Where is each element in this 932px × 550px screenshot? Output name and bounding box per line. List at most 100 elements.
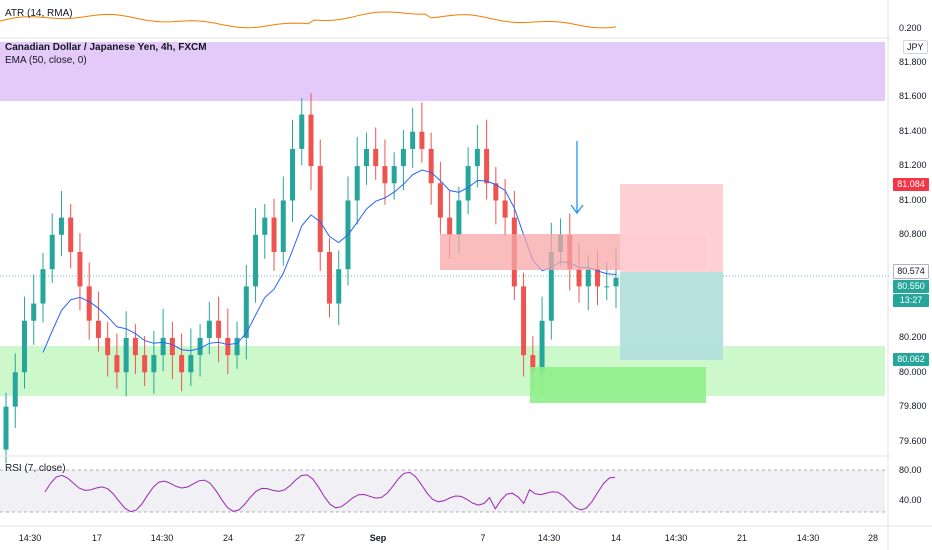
price-tick: 81.400 — [899, 126, 927, 136]
candle-body — [3, 406, 9, 450]
resistance-zone[interactable] — [0, 42, 885, 101]
candle-body — [31, 303, 37, 321]
candle-body — [68, 217, 74, 252]
short-position-stop-area[interactable] — [620, 184, 723, 272]
candle-body — [197, 337, 203, 356]
time-tick: 14:30 — [537, 533, 561, 543]
candle-body — [474, 148, 480, 167]
candle-body — [77, 252, 83, 287]
price-tick: 81.800 — [899, 57, 927, 67]
stop-price-tag: 81.084 — [893, 178, 929, 191]
candle-body — [326, 252, 332, 304]
candle-body — [354, 166, 360, 201]
candle-body — [585, 269, 591, 287]
time-tick: 24 — [222, 533, 234, 543]
candles — [3, 93, 619, 464]
candle-body — [105, 337, 111, 356]
current-price-tag: 80.574 — [893, 264, 929, 279]
candle-body — [521, 286, 527, 356]
candle-body — [419, 131, 425, 149]
price-tick: 80.800 — [899, 229, 927, 239]
price-tick: 80.000 — [899, 367, 927, 377]
candle-body — [465, 166, 471, 201]
short-position-target-area[interactable] — [620, 272, 723, 360]
price-tick: 81.600 — [899, 91, 927, 101]
candle-body — [206, 320, 212, 338]
candle-body — [216, 320, 222, 338]
candle-body — [95, 320, 101, 338]
time-tick: 14:30 — [150, 533, 174, 543]
candle-body — [49, 234, 55, 270]
candle-body — [447, 217, 453, 235]
candle-body — [363, 148, 369, 167]
rsi-tick: 80.00 — [899, 465, 922, 475]
time-tick: 17 — [91, 533, 103, 543]
atr-legend[interactable]: ATR (14, RMA) — [5, 8, 73, 19]
candle-body — [604, 286, 610, 288]
candle-body — [280, 200, 286, 252]
target-price-tag: 80.062 — [893, 353, 929, 366]
candle-body — [234, 337, 240, 356]
price-tick: 79.800 — [899, 401, 927, 411]
time-tick: 7 — [480, 533, 486, 543]
currency-badge[interactable]: JPY — [903, 40, 928, 54]
candle-body — [290, 148, 296, 201]
candle-body — [336, 269, 342, 304]
time-tick: Sep — [369, 533, 387, 543]
rsi-band — [0, 470, 885, 512]
candle-body — [123, 337, 129, 373]
candle-body — [595, 269, 601, 287]
candle-body — [308, 114, 314, 167]
price-tick: 79.600 — [899, 436, 927, 446]
time-tick: 28 — [867, 533, 879, 543]
candle-body — [40, 269, 46, 304]
symbol-title[interactable]: Canadian Dollar / Japanese Yen, 4h, FXCM — [5, 42, 207, 53]
candle-body — [613, 277, 619, 287]
candle-body — [225, 337, 231, 356]
candle-body — [114, 355, 120, 373]
candle-body — [253, 234, 259, 287]
time-tick: 21 — [736, 533, 748, 543]
candle-body — [243, 286, 249, 338]
atr-line — [0, 11, 617, 29]
candle-body — [410, 131, 416, 149]
rsi-tick: 40.00 — [899, 495, 922, 505]
candle-body — [21, 320, 27, 373]
bar-countdown-tag: 13:27 — [893, 294, 929, 307]
time-tick: 14:30 — [796, 533, 820, 543]
atr-axis-value: 0.200 — [899, 23, 922, 33]
candle-body — [539, 320, 545, 373]
ema-line — [42, 169, 617, 353]
rsi-line — [44, 471, 616, 513]
time-tick: 14 — [610, 533, 622, 543]
candle-body — [317, 166, 323, 252]
candle-body — [160, 337, 166, 356]
ema-legend[interactable]: EMA (50, close, 0) — [5, 55, 87, 66]
candle-body — [373, 148, 379, 167]
candle-body — [142, 355, 148, 373]
candle-body — [262, 217, 268, 235]
price-tick: 81.000 — [899, 195, 927, 205]
candle-body — [271, 217, 277, 252]
down-arrow-icon[interactable] — [570, 141, 584, 215]
candle-body — [391, 166, 397, 184]
time-tick: 14:30 — [18, 533, 42, 543]
candle-body — [437, 183, 443, 218]
candle-body — [12, 372, 18, 407]
candle-body — [502, 200, 508, 218]
candle-body — [179, 355, 185, 373]
candle-body — [169, 337, 175, 356]
time-tick: 27 — [294, 533, 306, 543]
demand-rectangle[interactable] — [530, 367, 706, 403]
candle-body — [400, 148, 406, 167]
candle-body — [428, 148, 434, 184]
candle-body — [188, 355, 194, 373]
rsi-legend[interactable]: RSI (7, close) — [5, 463, 66, 474]
candle-body — [86, 286, 92, 321]
last-price-tag: 80.550 — [893, 280, 929, 293]
candle-body — [132, 337, 138, 356]
candle-body — [58, 217, 64, 235]
candle-body — [530, 355, 536, 373]
support-zone[interactable] — [0, 346, 885, 396]
